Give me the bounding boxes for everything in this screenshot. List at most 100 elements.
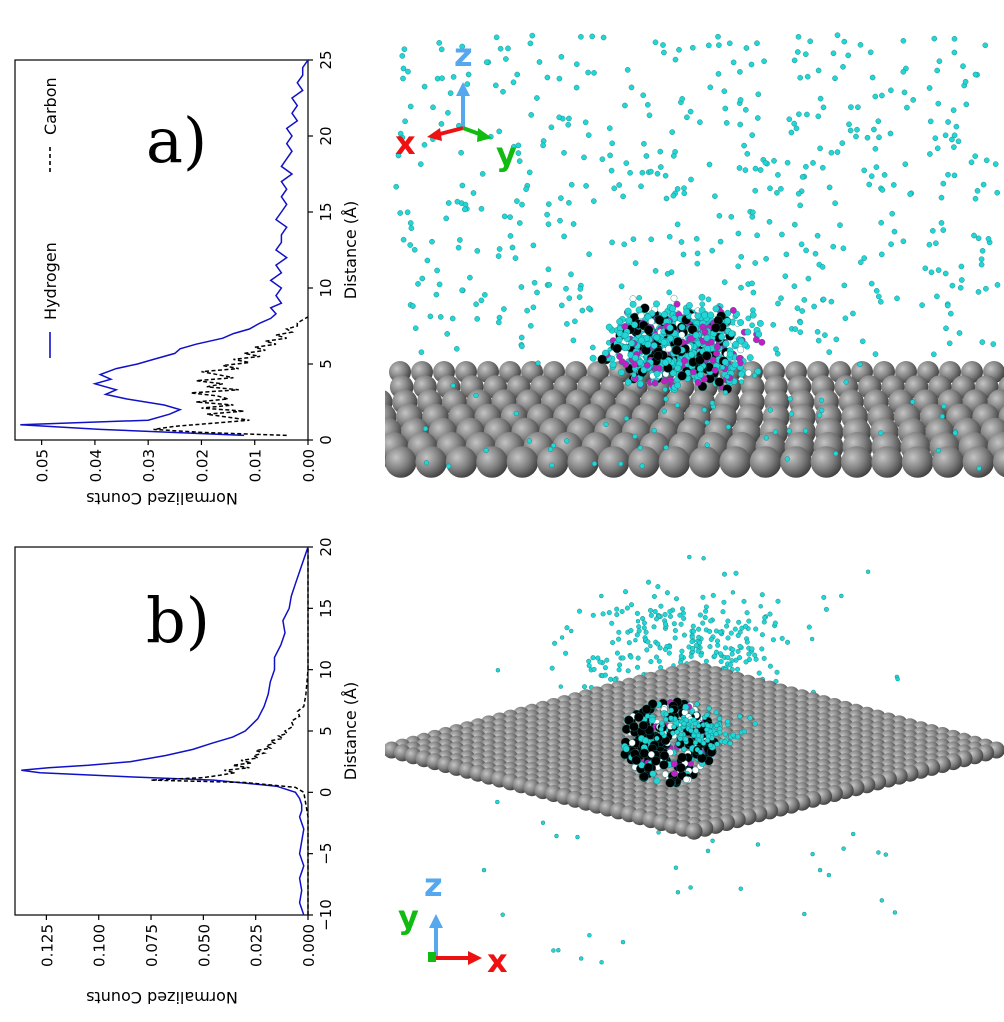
metal-atom — [350, 432, 380, 462]
hydrogen-atom — [614, 650, 620, 656]
cap-atom — [629, 300, 637, 308]
hydrogen-atom — [757, 167, 764, 173]
hydrogen-atom — [820, 104, 827, 111]
hydrogen-atom — [705, 848, 711, 854]
hydrogen-atom — [622, 102, 628, 109]
hydrogen-atom — [712, 193, 718, 199]
cap-atom — [726, 350, 734, 358]
chart-a-distance-ticks: 0 5 10 15 20 25 — [308, 50, 335, 445]
hydrogen-atom — [558, 684, 563, 689]
hydrogen-atom — [867, 49, 874, 56]
hydrogen-atom — [733, 657, 739, 663]
cap-atom — [702, 351, 712, 361]
hydrogen-atom — [691, 732, 697, 739]
hydrogen-atom — [628, 84, 635, 91]
hydrogen-atom — [755, 842, 761, 847]
hydrogen-atom — [570, 337, 577, 344]
cap-atom — [737, 319, 744, 326]
core-atom — [631, 755, 641, 765]
hydrogen-atom — [564, 321, 570, 327]
hydrogen-atom — [663, 396, 669, 402]
cap-atom — [718, 333, 725, 341]
core-atom — [648, 716, 656, 724]
core-atom — [677, 752, 687, 763]
hydrogen-atom — [737, 655, 743, 661]
hydrogen-atom — [935, 267, 942, 273]
hydrogen-atom — [678, 621, 684, 627]
cap-atom — [635, 306, 643, 314]
hydrogen-atom — [628, 628, 634, 634]
hydrogen-atom — [975, 289, 982, 295]
cap-atom — [631, 360, 638, 368]
hydrogen-atom — [891, 228, 898, 235]
hydrogen-atom — [737, 97, 744, 103]
hydrogen-atom — [643, 153, 650, 159]
hydrogen-atom — [818, 397, 825, 403]
hydrogen-atom — [922, 265, 929, 272]
hydrogen-atom — [610, 640, 616, 646]
hydrogen-atom — [713, 709, 719, 716]
hydrogen-atom — [743, 659, 749, 665]
metal-atom — [658, 446, 691, 478]
hydrogen-atom — [677, 736, 683, 742]
hydrogen-atom — [681, 616, 687, 622]
metal-atom — [385, 455, 387, 469]
hydrogen-atom — [948, 310, 954, 317]
cap-atom — [711, 366, 719, 374]
hydrogen-atom — [421, 83, 428, 90]
core-atom — [638, 720, 649, 731]
hydrogen-atom — [868, 280, 875, 287]
x-label-top: x — [395, 124, 416, 162]
hydrogen-atom — [681, 721, 687, 727]
hydrogen-atom — [727, 662, 733, 668]
hydrogen-atom — [735, 230, 742, 237]
core-atom — [671, 770, 678, 777]
metal-atom — [932, 446, 964, 478]
hydrogen-atom — [888, 241, 894, 247]
cap-atom — [643, 361, 651, 369]
hydrogen-atom — [801, 297, 808, 303]
hydrogen-atom — [778, 295, 784, 302]
hydrogen-atom — [975, 235, 982, 242]
hydrogen-atom — [828, 149, 835, 156]
hydrogen-atom — [926, 85, 933, 91]
cap-atom — [678, 323, 686, 331]
metal-atom — [719, 446, 751, 478]
hydrogen-atom — [459, 182, 466, 189]
hydrogen-atom — [600, 611, 606, 617]
hydrogen-atom — [412, 325, 419, 332]
hydrogen-atom — [980, 181, 987, 188]
cap-atom — [612, 343, 622, 354]
hydrogen-atom — [834, 32, 841, 39]
hydrogen-atom — [708, 636, 714, 642]
chartB-distance-tick-label: 10 — [317, 660, 335, 679]
hydrogen-atom — [873, 287, 880, 294]
hydrogen-atom — [510, 79, 517, 86]
hydrogen-atom — [793, 125, 800, 132]
hydrogen-atom — [817, 145, 823, 152]
hydrogen-atom — [895, 676, 900, 682]
metal-atom — [749, 446, 782, 478]
chartB-distance-tick-label: −10 — [317, 899, 335, 931]
hydrogen-cloud-top — [393, 32, 1001, 358]
hydrogen-atom — [681, 632, 687, 638]
hydrogen-atom — [586, 305, 592, 312]
hydrogen-atom — [579, 307, 586, 314]
hydrogen-atom — [861, 167, 868, 174]
cap-atom — [724, 317, 731, 325]
z-label-bottom: z — [424, 866, 443, 904]
hydrogen-atom — [557, 217, 563, 224]
hydrogen-atom — [478, 205, 485, 212]
hydrogen-atom — [955, 138, 962, 145]
hydrogen-atom — [978, 261, 985, 268]
hydrogen-atom — [848, 104, 854, 110]
hydrogen-atom — [645, 102, 651, 108]
cap-atom — [644, 340, 652, 348]
hydrogen-atom — [410, 303, 416, 309]
cap-atom — [662, 359, 669, 366]
hydrogen-atom — [700, 594, 706, 600]
hydrogen-atom — [607, 152, 613, 159]
hydrogen-atom — [926, 241, 933, 248]
hydrogen-atom — [558, 195, 564, 201]
hydrogen-atom — [669, 129, 676, 135]
